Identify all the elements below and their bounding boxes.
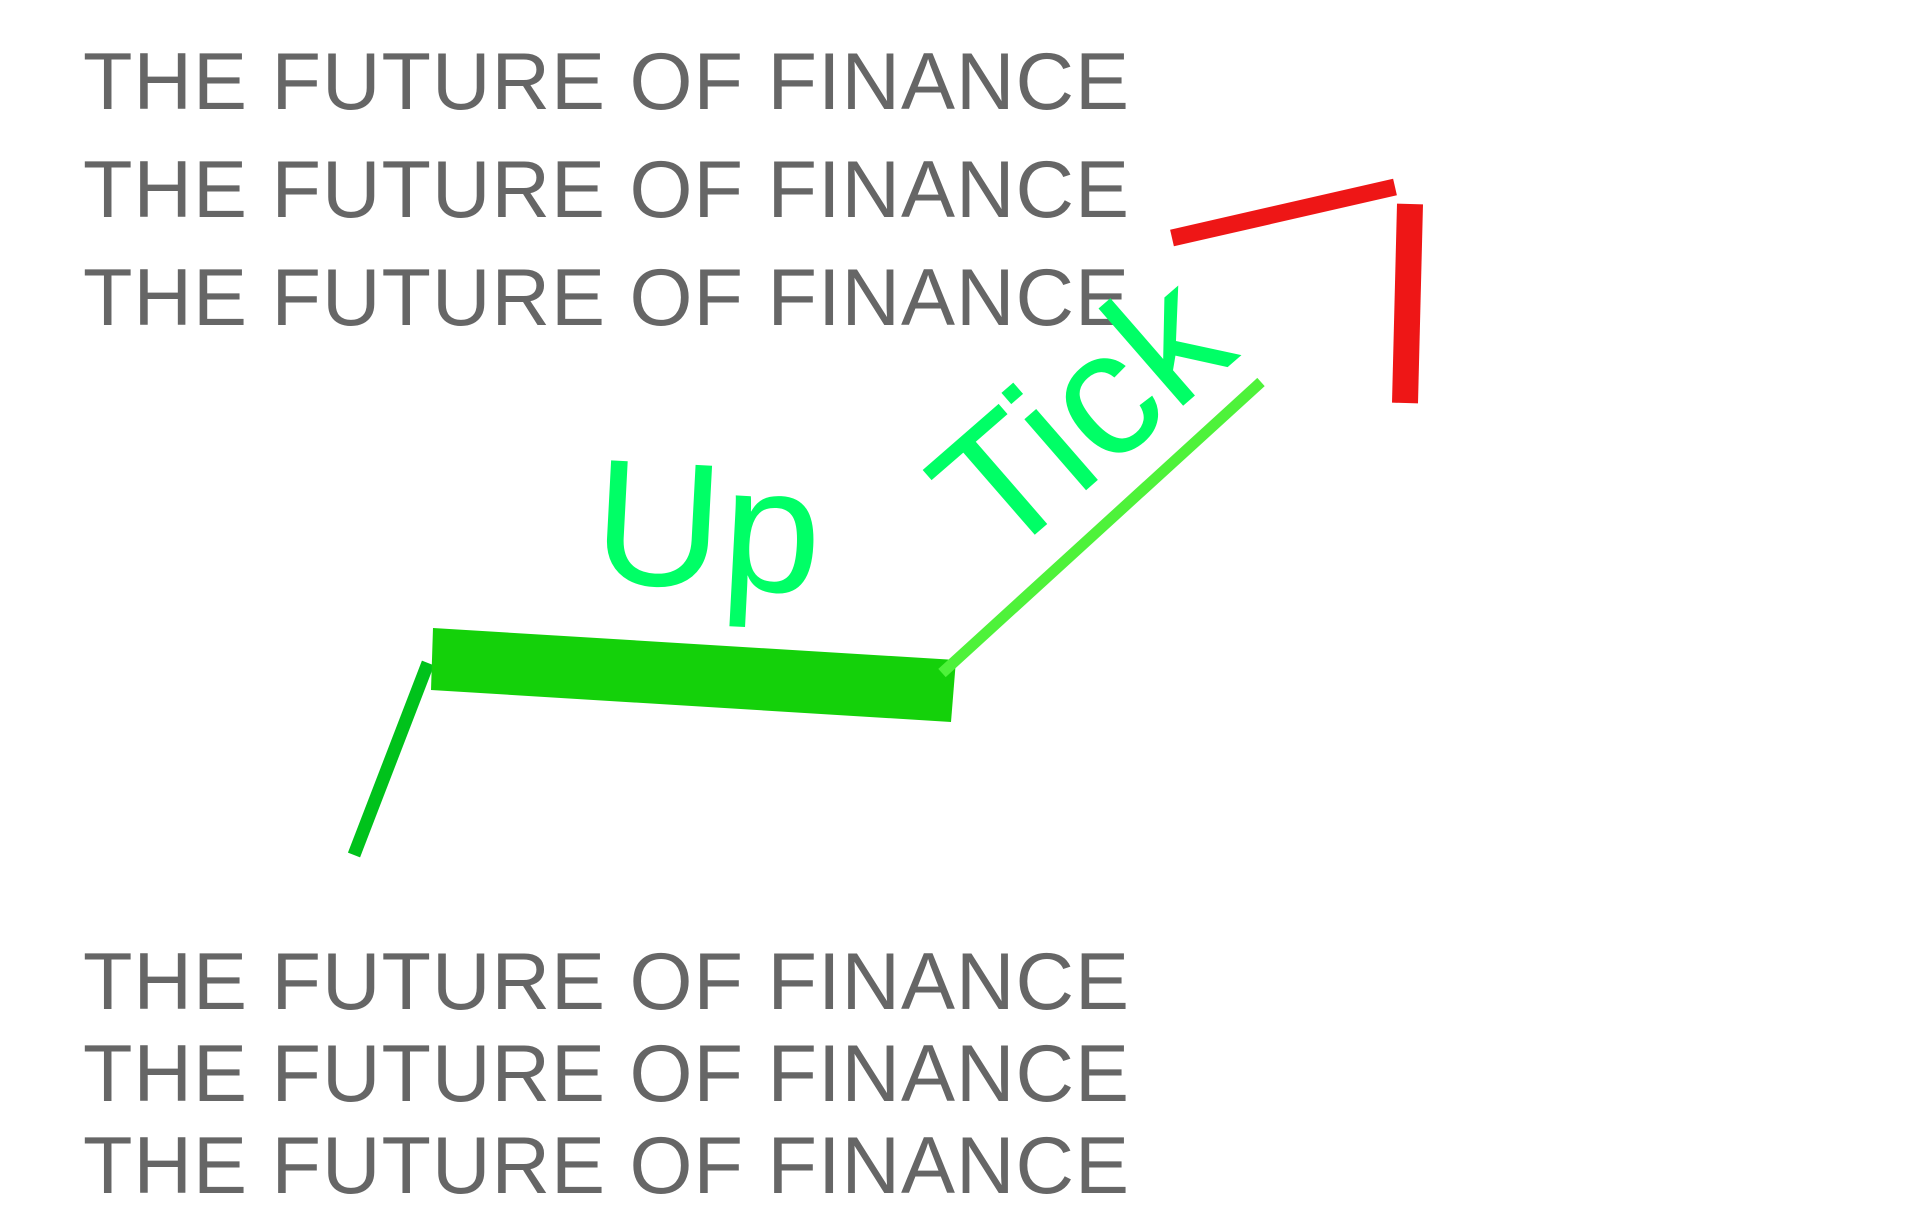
tagline: THE FUTURE OF FINANCE: [83, 253, 1130, 343]
thick-bar: [431, 628, 956, 722]
tagline: THE FUTURE OF FINANCE: [83, 37, 1130, 127]
tagline: THE FUTURE OF FINANCE: [83, 937, 1130, 1027]
tagline-group-bottom: THE FUTURE OF FINANCE THE FUTURE OF FINA…: [83, 936, 1130, 1212]
wordmark-up: Up: [589, 421, 827, 632]
rise-stroke-dark: [347, 660, 435, 858]
tick-stroke-vertical: [1392, 203, 1423, 404]
rise-stroke-light: [938, 377, 1265, 678]
tagline: THE FUTURE OF FINANCE: [83, 1029, 1130, 1119]
tagline-group-top: THE FUTURE OF FINANCE THE FUTURE OF FINA…: [83, 28, 1130, 352]
tick-stroke-top: [1170, 178, 1397, 247]
wordmark-tick: Tick: [894, 233, 1267, 594]
tagline: THE FUTURE OF FINANCE: [83, 145, 1130, 235]
tagline: THE FUTURE OF FINANCE: [83, 1121, 1130, 1211]
